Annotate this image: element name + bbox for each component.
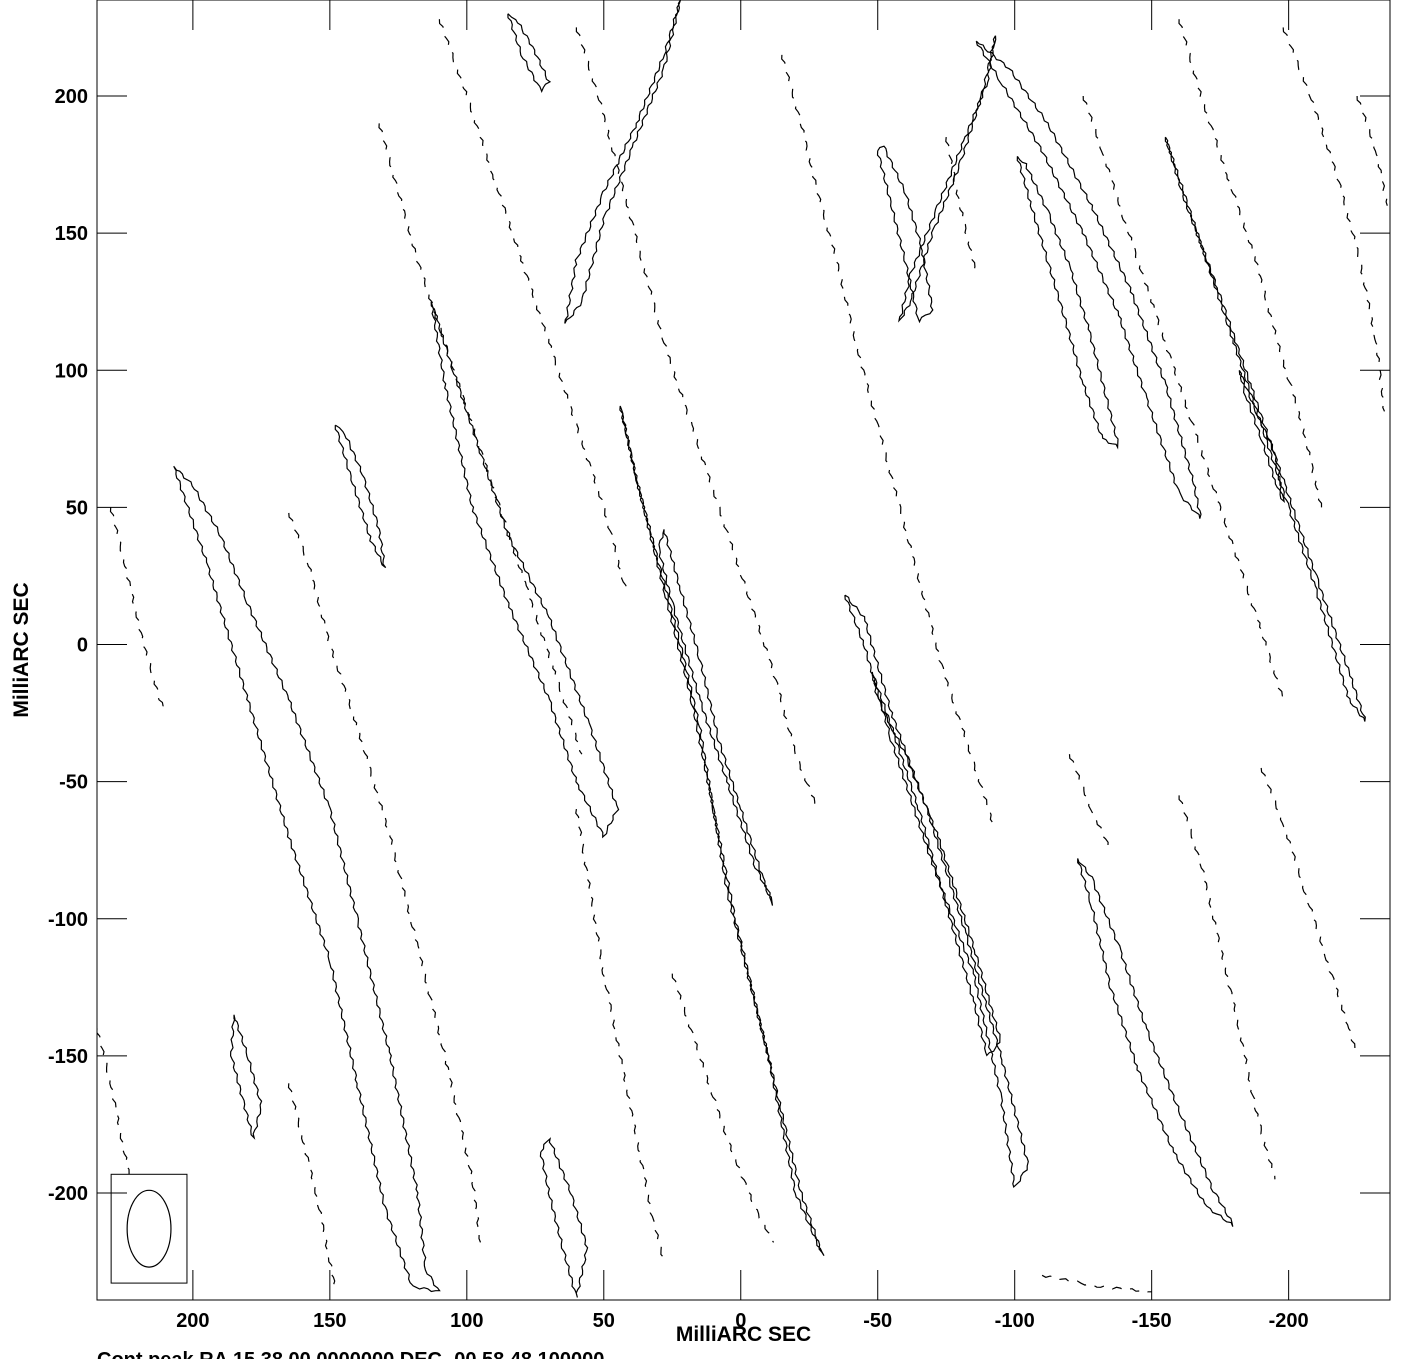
negative-contour-11 (1068, 754, 1112, 851)
positive-contour-16 (507, 13, 552, 94)
positive-contour-6 (898, 35, 997, 323)
x-axis-title: MilliARC SEC (676, 1323, 811, 1346)
y-tick-label: 100 (55, 360, 88, 382)
y-tick-label: -100 (48, 909, 88, 931)
positive-contour-8 (876, 145, 934, 324)
positive-contour-17 (539, 1137, 589, 1298)
x-tick-label: 50 (593, 1310, 615, 1332)
y-tick-label: 150 (55, 223, 88, 245)
x-tick-label: -150 (1132, 1310, 1172, 1332)
y-tick-label: -200 (48, 1183, 88, 1205)
x-tick-label: 200 (176, 1310, 209, 1332)
negative-contour-14 (287, 1083, 336, 1290)
y-tick-labels: 200 150 100 50 0 -50 -100 -150 -200 (48, 86, 88, 1205)
negative-contour-10 (1178, 795, 1276, 1180)
positive-contour-15 (334, 424, 387, 569)
negative-contour-17 (1041, 1274, 1152, 1293)
positive-contour-0 (173, 465, 441, 1293)
y-tick-label: -50 (59, 772, 88, 794)
negative-contour-5 (781, 54, 994, 824)
negative-contour-12 (671, 973, 775, 1243)
negative-contour-16 (945, 137, 977, 275)
y-axis-title: MilliARC SEC (10, 582, 33, 717)
positive-contour-5 (871, 671, 1001, 1057)
positive-contour-12 (1238, 369, 1285, 504)
x-tick-label: -100 (995, 1310, 1035, 1332)
positive-contour-1 (430, 301, 620, 839)
negative-contour-1 (288, 512, 482, 1243)
positive-contour-10 (1016, 155, 1119, 450)
beam-box (110, 1173, 188, 1284)
contour-peak-footer: Cont peak RA 15 38 00.0000000 DEC -00 58… (97, 1349, 604, 1359)
negative-contour-4 (575, 27, 818, 810)
y-tick-label: 200 (55, 86, 88, 108)
positive-contour-14 (229, 1014, 263, 1140)
negative-contour-7 (1178, 19, 1323, 508)
y-tick-label: 0 (77, 635, 88, 657)
contour-layer (97, 0, 1388, 1298)
x-tick-label: 0 (735, 1310, 746, 1332)
negative-contour-0 (109, 507, 166, 714)
x-tick-label: 100 (450, 1310, 483, 1332)
y-tick-label: -150 (48, 1046, 88, 1068)
negative-contour-9 (1260, 767, 1358, 1057)
negative-contour-3 (438, 19, 627, 590)
tick-marks (97, 0, 1390, 1300)
beam-box-frame (110, 1173, 188, 1284)
negative-contour-8 (1282, 27, 1386, 412)
x-tick-label: -50 (863, 1310, 892, 1332)
positive-contour-9 (975, 40, 1202, 519)
negative-contour-18 (1356, 95, 1388, 206)
positive-contour-3 (658, 529, 774, 906)
plot-frame (96, 0, 1391, 1301)
negative-contour-13 (575, 809, 665, 1262)
beam-ellipse (126, 1189, 172, 1268)
positive-contour-11 (1164, 136, 1366, 722)
x-tick-label: -200 (1269, 1310, 1309, 1332)
y-tick-label: 50 (66, 497, 88, 519)
positive-contour-4 (844, 594, 1029, 1188)
x-tick-label: 150 (313, 1310, 346, 1332)
positive-contour-7 (564, 0, 682, 324)
positive-contour-13 (1077, 858, 1234, 1227)
positive-contour-2 (619, 405, 825, 1257)
x-tick-labels: 200 150 100 50 0 -50 -100 -150 -200 (176, 1310, 1308, 1332)
negative-contour-2 (378, 123, 583, 755)
